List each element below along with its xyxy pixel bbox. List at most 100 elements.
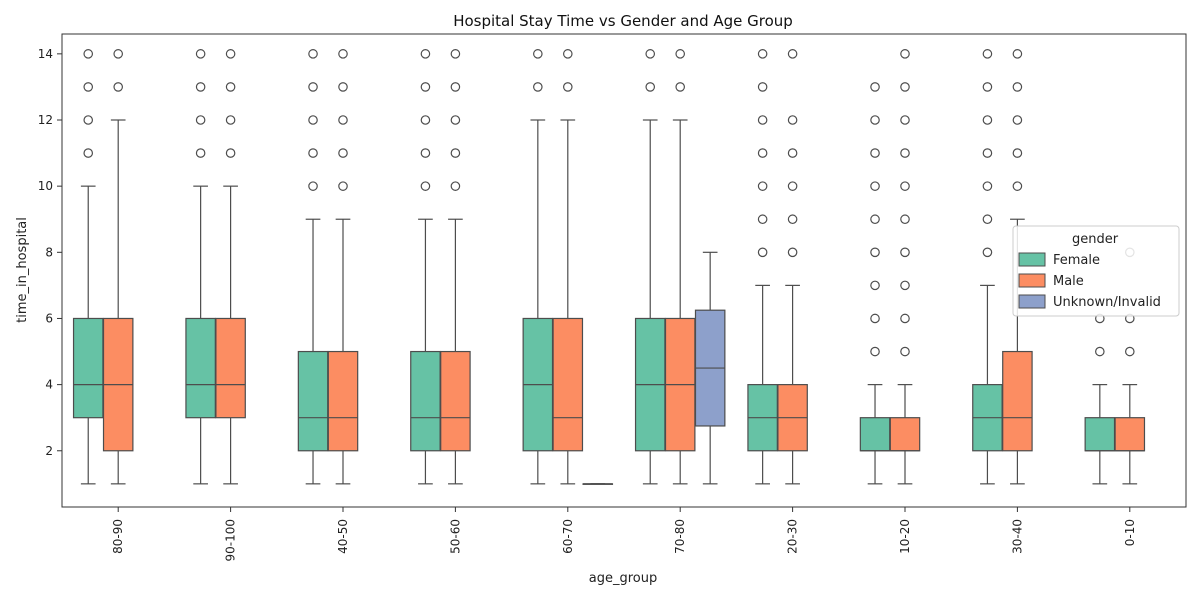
y-axis-label: time_in_hospital [15,217,30,323]
outlier-point [870,82,880,92]
box-male-20-30 [777,49,808,485]
outlier-point [1012,82,1023,92]
outlier-point [83,82,94,92]
outlier-point [870,247,880,258]
outlier-point [195,82,206,92]
outlier-point [870,346,880,357]
box-female-10-20 [859,82,891,485]
outlier-point [225,49,236,59]
outlier-point [900,49,910,59]
legend-label: Unknown/Invalid [1053,295,1161,310]
outlier-point [195,49,206,59]
outlier-point [338,148,348,158]
x-tick-label: 40-50 [336,519,350,554]
legend-item-female: Female [1018,252,1100,268]
outlier-point [1095,346,1105,357]
x-tick-label: 70-80 [673,519,687,554]
box-male-80-90 [102,49,134,485]
x-tick-label: 80-90 [111,519,125,554]
box-male-0-10 [1114,247,1146,485]
outlier-point [1012,181,1023,191]
outlier-point [533,82,543,92]
outlier-point [757,115,768,125]
box-male-50-60 [440,49,471,485]
box-female-40-50 [297,49,329,485]
outlier-point [870,148,880,158]
outlier-point [787,181,798,191]
box-body [1002,350,1033,452]
x-tick-label: 30-40 [1010,519,1024,554]
legend-title: gender [1072,232,1119,247]
box-male-10-20 [889,49,921,485]
box-female-90-100 [185,49,216,485]
legend: gender Female Male Unknown/Invalid [1012,225,1180,317]
outlier-point [900,82,910,92]
outlier-point [308,148,318,158]
box-female-20-30 [747,49,778,485]
box-female-0-10 [1084,313,1116,485]
x-tick-label: 20-30 [786,519,800,554]
outlier-point [113,49,123,59]
legend-item-unknown-invalid: Unknown/Invalid [1018,294,1161,310]
box-body [327,350,359,452]
outlier-point [982,115,993,125]
outlier-point [1125,346,1135,357]
box-male-90-100 [215,49,246,485]
outlier-point [533,49,543,59]
y-tick-label: 10 [38,179,53,193]
box-body [410,350,441,452]
outlier-point [562,49,573,59]
outlier-point [195,115,206,125]
box-unknown-invalid-60-70 [582,483,614,485]
box-body [1114,417,1146,452]
box-female-50-60 [410,49,441,485]
x-tick-label: 90-100 [224,519,238,562]
outlier-point [757,49,768,59]
outlier-point [338,49,348,59]
outlier-point [420,181,431,191]
outlier-point [338,115,348,125]
outlier-point [900,280,910,291]
outlier-point [870,280,880,291]
outlier-point [982,247,993,258]
outlier-point [757,214,768,225]
outlier-point [787,115,798,125]
outlier-point [675,49,685,59]
box-body [215,317,246,419]
outlier-point [308,181,318,191]
x-tick-label: 50-60 [448,519,462,554]
outlier-point [982,49,993,59]
outlier-point [338,181,348,191]
box-body [859,417,891,452]
box-male-60-70 [552,49,584,485]
outlier-point [562,82,573,92]
outlier-point [900,115,910,125]
x-tick-label: 0-10 [1123,519,1137,546]
outlier-point [787,214,798,225]
outlier-point [645,82,656,92]
plot-frame [61,33,1187,508]
outlier-point [1012,49,1023,59]
outlier-point [900,148,910,158]
legend-label: Male [1053,274,1084,289]
outlier-point [982,181,993,191]
y-tick-label: 14 [38,47,53,61]
outlier-point [83,148,94,158]
box-body [1084,417,1116,452]
y-tick-label: 8 [45,245,53,259]
outlier-point [1012,115,1023,125]
outlier-point [420,115,431,125]
outlier-point [338,82,348,92]
legend-item-male: Male [1018,273,1084,289]
legend-swatch [1018,273,1046,288]
outlier-point [450,181,461,191]
outlier-point [900,214,910,225]
box-unknown-invalid-70-80 [694,251,726,485]
legend-label: Female [1053,253,1100,268]
outlier-point [83,49,94,59]
x-axis-label: age_group [589,571,657,586]
outlier-point [900,247,910,258]
